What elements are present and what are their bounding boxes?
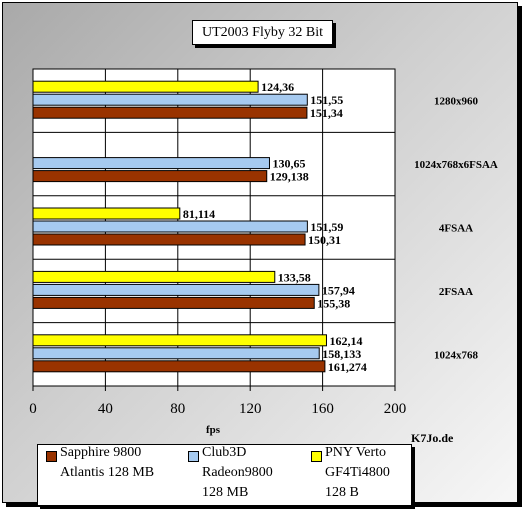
legend-label: Radeon9800 — [202, 465, 273, 480]
x-tick-label: 160 — [311, 401, 334, 417]
bar — [32, 157, 270, 170]
data-label: 151,34 — [310, 106, 343, 120]
data-label: 81,114 — [183, 207, 215, 221]
bar — [32, 334, 327, 347]
category-label: 4FSAA — [439, 223, 473, 235]
bar — [32, 220, 308, 233]
data-label: 158,133 — [322, 347, 361, 361]
chart-title-text: UT2003 Flyby 32 Bit — [202, 24, 323, 40]
bar — [32, 93, 308, 106]
data-label: 151,55 — [310, 93, 343, 107]
bar — [32, 296, 315, 309]
bar — [32, 347, 320, 360]
category-label: 1280x960 — [434, 96, 479, 108]
legend-label: 128 B — [325, 485, 359, 500]
legend: Sapphire 9800 Atlantis 128 MB Club3D Rad… — [37, 444, 412, 506]
data-label: 155,38 — [317, 296, 350, 310]
bar — [32, 270, 276, 283]
legend-label: GF4Ti4800 — [325, 465, 390, 480]
data-label: 162,14 — [329, 334, 362, 348]
bar — [32, 80, 259, 93]
legend-label: 128 MB — [202, 485, 249, 500]
data-label: 124,36 — [261, 80, 294, 94]
x-tick-label: 0 — [29, 401, 37, 417]
category-label: 2FSAA — [439, 286, 473, 298]
data-label: 150,31 — [308, 233, 341, 247]
data-label: 151,59 — [310, 220, 343, 234]
bar — [32, 207, 181, 220]
data-label: 161,274 — [328, 360, 367, 374]
legend-swatch — [188, 451, 199, 462]
bar — [32, 170, 268, 183]
watermark: K7Jo.de — [411, 431, 454, 445]
legend-label: Club3D — [202, 445, 247, 460]
data-label: 129,138 — [270, 170, 309, 184]
bar — [32, 106, 308, 119]
legend-label: PNY Verto — [325, 445, 387, 460]
legend-label: Atlantis 128 MB — [60, 465, 155, 480]
data-label: 130,65 — [272, 157, 305, 171]
chart-title: UT2003 Flyby 32 Bit — [192, 20, 333, 45]
legend-swatch — [311, 451, 322, 462]
bar — [32, 283, 320, 296]
x-tick-label: 200 — [384, 401, 407, 417]
category-label: 1024x768 — [434, 349, 479, 361]
data-label: 157,94 — [322, 283, 355, 297]
legend-swatch — [46, 451, 57, 462]
x-tick-label: 120 — [239, 401, 262, 417]
bar — [32, 233, 306, 246]
legend-label: Sapphire 9800 — [60, 445, 142, 460]
x-tick-label: 40 — [98, 401, 113, 417]
category-label: 1024x768x6FSAA — [414, 159, 498, 171]
x-axis-label: fps — [206, 424, 221, 436]
x-tick-label: 80 — [170, 401, 185, 417]
bar — [32, 360, 326, 373]
data-label: 133,58 — [278, 270, 311, 284]
